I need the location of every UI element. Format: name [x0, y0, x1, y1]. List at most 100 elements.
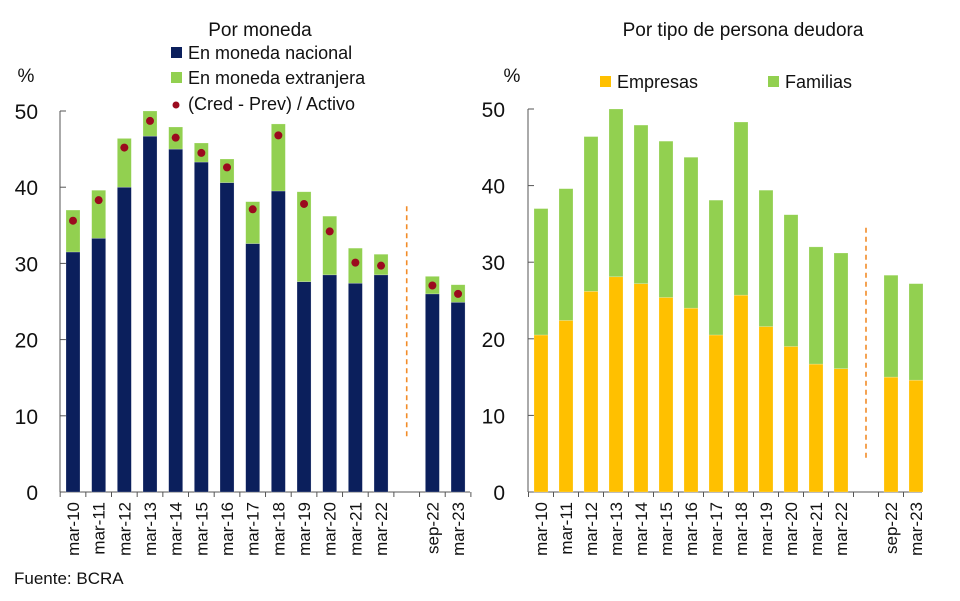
chart-por-tipo-persona: Por tipo de persona deudora % Empresas F…: [482, 20, 926, 556]
bar-mar-20-0: [783, 346, 799, 493]
x-tick-label: mar-18: [269, 502, 288, 556]
y-tick-label: 10: [15, 406, 38, 429]
bar-mar-10-0: [65, 251, 81, 493]
x-tick-label: mar-22: [832, 502, 851, 556]
x-tick-label: mar-16: [682, 502, 701, 556]
bar-mar-13-0: [608, 276, 624, 493]
legend-label-familias: Familias: [785, 72, 852, 92]
legend: En moneda nacional En moneda extranjera …: [171, 43, 366, 114]
bar-mar-22-0: [833, 368, 849, 493]
legend-label-extranjera: En moneda extranjera: [188, 68, 366, 88]
bar-sep-22-0: [425, 293, 440, 493]
x-tick-label: mar-15: [192, 502, 211, 556]
bar-mar-19-0: [758, 326, 774, 493]
bar-mar-23-1: [908, 283, 924, 381]
point-mar-18: [274, 131, 283, 140]
x-tick-label: mar-23: [449, 502, 468, 556]
point-mar-19: [300, 199, 309, 208]
bar-mar-20-0: [322, 274, 338, 493]
bar-mar-11-1: [558, 188, 574, 321]
bar-mar-22-1: [833, 252, 849, 369]
bar-mar-20-1: [322, 215, 338, 276]
x-tick-label: mar-13: [141, 502, 160, 556]
bar-mar-21-1: [808, 246, 824, 365]
bar-mar-13-0: [142, 135, 158, 493]
bar-mar-14-1: [633, 124, 649, 284]
x-tick-label: sep-22: [423, 502, 442, 554]
bar-mar-17-0: [245, 243, 260, 493]
bar-mar-11-0: [91, 237, 106, 493]
bar-mar-11-0: [558, 320, 574, 493]
bar-mar-15-1: [658, 140, 674, 298]
x-tick-label: mar-12: [115, 502, 134, 556]
bar-mar-23-0: [450, 301, 466, 493]
y-axis-label: %: [18, 66, 35, 87]
point-mar-12: [120, 143, 129, 152]
bar-mar-18-0: [733, 294, 749, 493]
y-tick-label: 50: [15, 101, 38, 124]
bar-mar-12-0: [117, 186, 132, 493]
x-tick-label: sep-22: [882, 502, 901, 554]
y-tick-label: 40: [15, 177, 38, 200]
x-tick-label: mar-10: [64, 502, 83, 556]
x-tick-label: mar-22: [372, 502, 391, 556]
point-mar-11: [94, 196, 103, 205]
y-tick-label: 0: [26, 482, 38, 505]
point-mar-22: [377, 261, 386, 270]
point-mar-21: [351, 258, 360, 267]
bar-mar-12-1: [117, 138, 132, 188]
y-tick-label: 40: [482, 176, 505, 199]
bar-mar-15-0: [658, 297, 674, 493]
bar-mar-20-1: [783, 214, 799, 347]
y-tick-label: 30: [15, 253, 38, 276]
legend-label-empresas: Empresas: [617, 72, 698, 92]
bar-mar-10-0: [533, 334, 549, 493]
bar-mar-16-0: [219, 182, 235, 493]
x-tick-label: mar-11: [557, 502, 576, 555]
bar-mar-11-1: [91, 189, 106, 239]
point-sep-22: [428, 281, 437, 290]
x-tick-label: mar-20: [782, 502, 801, 556]
legend-label-nacional: En moneda nacional: [188, 43, 352, 63]
bar-mar-12-0: [583, 291, 599, 493]
bar-mar-19-1: [758, 189, 774, 327]
bar-mar-22-0: [373, 274, 389, 493]
x-tick-label: mar-13: [607, 502, 626, 556]
bar-mar-19-0: [296, 281, 312, 493]
point-mar-20: [325, 227, 334, 236]
x-tick-label: mar-10: [532, 502, 551, 556]
x-tick-label: mar-21: [346, 502, 365, 556]
bar-mar-17-1: [245, 201, 260, 244]
point-mar-13: [146, 116, 155, 125]
bar-mar-18-1: [733, 121, 749, 296]
x-tick-label: mar-23: [907, 502, 926, 556]
chart-title: Por tipo de persona deudora: [623, 20, 864, 41]
bar-mar-13-1: [608, 108, 624, 278]
point-mar-16: [223, 163, 232, 172]
bar-mar-16-1: [683, 156, 699, 309]
point-mar-15: [197, 148, 206, 157]
x-tick-label: mar-19: [295, 502, 314, 556]
x-tick-label: mar-19: [757, 502, 776, 556]
x-tick-label: mar-18: [732, 502, 751, 556]
x-tick-label: mar-11: [90, 502, 109, 555]
legend: Empresas Familias: [600, 72, 852, 92]
x-tick-label: mar-14: [632, 502, 651, 556]
x-tick-label: mar-15: [657, 502, 676, 556]
legend-marker-cred-prev: [172, 101, 180, 109]
chart-por-moneda: Por moneda % En moneda nacional En moned…: [15, 20, 472, 556]
y-tick-label: 0: [493, 482, 505, 505]
x-tick-label: mar-21: [807, 502, 826, 556]
bar-mar-21-0: [348, 282, 363, 493]
y-tick-label: 20: [15, 330, 38, 353]
bar-mar-14-0: [633, 283, 649, 493]
bar-mar-21-0: [808, 363, 824, 493]
bar-mar-10-1: [533, 208, 549, 336]
y-tick-label: 20: [482, 329, 505, 352]
legend-label-cred-prev: (Cred - Prev) / Activo: [188, 94, 355, 114]
y-axis-label: %: [504, 66, 521, 87]
bar-mar-19-1: [296, 191, 312, 282]
legend-swatch-familias: [768, 76, 779, 87]
bar-mar-15-0: [194, 161, 209, 493]
